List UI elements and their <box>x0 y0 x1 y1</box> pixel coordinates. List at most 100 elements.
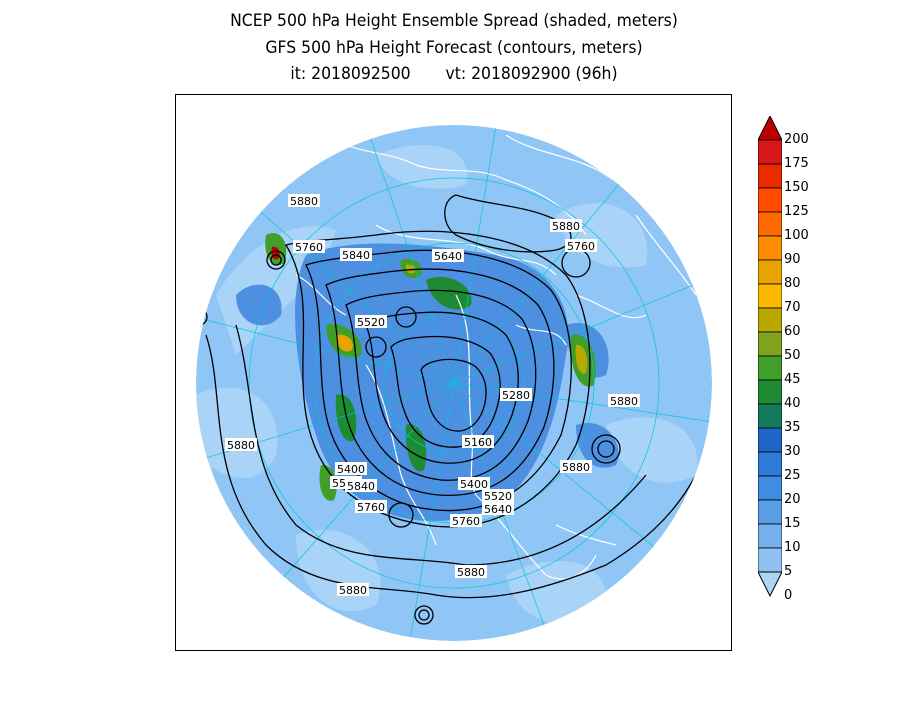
init-time-label: it: 2018092500 <box>290 64 411 84</box>
legend-swatch <box>758 523 782 549</box>
contour-label-bg <box>432 249 464 262</box>
contour-label-bg <box>648 194 680 207</box>
contour-label: 5760 <box>452 515 480 528</box>
contour-label: 5400 <box>460 478 488 491</box>
contour-label-bg <box>608 394 640 407</box>
contour-label: 5160 <box>464 436 492 449</box>
polar-map: 5880 5880 5880 5760 5840 5640 5760 5520 5280 5160… <box>176 95 732 651</box>
contour-label: 5760 <box>567 240 595 253</box>
contour-label-bg <box>225 438 257 451</box>
map-frame: 5880 5880 5880 5760 5840 5640 5760 5520 5280 5160… <box>175 94 732 651</box>
contour-label-bg <box>550 219 582 232</box>
contour-label: 5840 <box>347 480 375 493</box>
contour-label: 5400 <box>337 463 365 476</box>
legend-swatch <box>758 235 782 261</box>
legend-level-label: 90 <box>784 252 801 267</box>
longitude-label: 60 <box>666 557 679 568</box>
longitude-label: 30 <box>630 153 643 164</box>
legend-level-label: 20 <box>784 492 801 507</box>
legend-level-label: 15 <box>784 516 801 531</box>
contour-label-bg <box>337 583 369 596</box>
contour-label: 5880 <box>290 195 318 208</box>
longitude-label: 90 <box>549 639 562 650</box>
contour-label: 5520 <box>357 316 385 329</box>
legend-swatch <box>758 403 782 429</box>
valid-time-label: vt: 2018092900 (96h) <box>445 64 618 84</box>
legend-swatch <box>758 259 782 285</box>
legend-color-bar <box>758 116 782 598</box>
legend-swatch <box>758 355 782 381</box>
legend-swatch <box>758 211 782 237</box>
legend-swatch <box>758 187 782 213</box>
legend-swatch <box>758 547 782 573</box>
contour-label: 5880 <box>552 220 580 233</box>
legend-level-label: 100 <box>784 228 809 243</box>
contour-label-bg <box>500 388 532 401</box>
longitude-label: 90 <box>350 101 363 112</box>
legend-level-label: 60 <box>784 324 801 339</box>
longitude-label: 30 <box>727 412 732 423</box>
contour-label: 5880 <box>562 461 590 474</box>
contour-label-bg <box>340 248 372 261</box>
contour-label: 5840 <box>342 249 370 262</box>
legend-level-label: 30 <box>784 444 801 459</box>
legend-level-label: 10 <box>784 540 801 555</box>
contour-label-bg <box>335 462 367 475</box>
legend-swatch <box>758 163 782 189</box>
contour-label-bg <box>482 489 514 502</box>
legend-swatch <box>758 379 782 405</box>
longitude-label: 150 <box>262 587 281 598</box>
legend-min-arrow <box>758 571 782 598</box>
legend-swatch <box>758 427 782 453</box>
graticule <box>196 125 712 641</box>
contour-label-bg <box>455 565 487 578</box>
contour-label-bg <box>355 315 387 328</box>
contour-label-bg <box>355 500 387 513</box>
contour-label: 5880 <box>610 395 638 408</box>
contour-label: 5880 <box>227 439 255 452</box>
contour-label: 5760 <box>295 241 323 254</box>
legend-level-label: 150 <box>784 180 809 195</box>
legend-swatch <box>758 499 782 525</box>
color-legend: 200 175 150 125 100 90 80 70 60 50 45 40 35 30 25 20 15 1… <box>758 116 838 628</box>
contour-label-bg <box>458 477 490 490</box>
contour-label: 5520 <box>484 490 512 503</box>
longitude-label: 150 <box>176 319 188 330</box>
legend-level-label: 25 <box>784 468 801 483</box>
title-line-1: NCEP 500 hPa Height Ensemble Spread (sha… <box>230 11 678 31</box>
legend-level-label: 70 <box>784 300 801 315</box>
longitude-label: 60 <box>496 95 509 100</box>
longitude-label: 120 <box>398 643 417 651</box>
height-contours <box>196 194 712 625</box>
title-line-3: it: 2018092500 vt: 2018092900 (96h) <box>36 64 871 84</box>
contour-labels: 5880 5880 5880 5760 5840 5640 5760 5520 5280 5160… <box>225 194 680 597</box>
legend-level-label: 45 <box>784 372 801 387</box>
legend-level-label: 0 <box>784 588 793 603</box>
longitude-label: 180 <box>176 459 195 470</box>
legend-level-label: 200 <box>784 132 809 147</box>
contour-label-bg <box>462 435 494 448</box>
contour-label-bg <box>345 479 377 492</box>
legend-swatch <box>758 283 782 309</box>
contour-label-bg <box>482 502 514 515</box>
legend-swatch <box>758 475 782 501</box>
contour-label: 5880 <box>339 584 367 597</box>
legend-max-arrow <box>758 116 782 141</box>
legend-level-label: 40 <box>784 396 801 411</box>
longitude-label: 0 <box>718 265 724 276</box>
longitude-label: 120 <box>226 187 245 198</box>
legend-level-label: 35 <box>784 420 801 435</box>
legend-level-label: 50 <box>784 348 801 363</box>
legend-swatch <box>758 331 782 357</box>
contour-label: 5880 <box>457 566 485 579</box>
legend-level-label: 5 <box>784 564 793 579</box>
contour-label: 5880 <box>650 195 678 208</box>
contour-label-bg <box>565 239 597 252</box>
contour-label: 5640 <box>484 503 512 516</box>
contour-label-bg <box>450 514 482 527</box>
legend-swatch <box>758 139 782 165</box>
legend-level-label: 125 <box>784 204 809 219</box>
legend-swatch <box>758 307 782 333</box>
contour-label: 5760 <box>357 501 385 514</box>
contour-label: 5640 <box>434 250 462 263</box>
